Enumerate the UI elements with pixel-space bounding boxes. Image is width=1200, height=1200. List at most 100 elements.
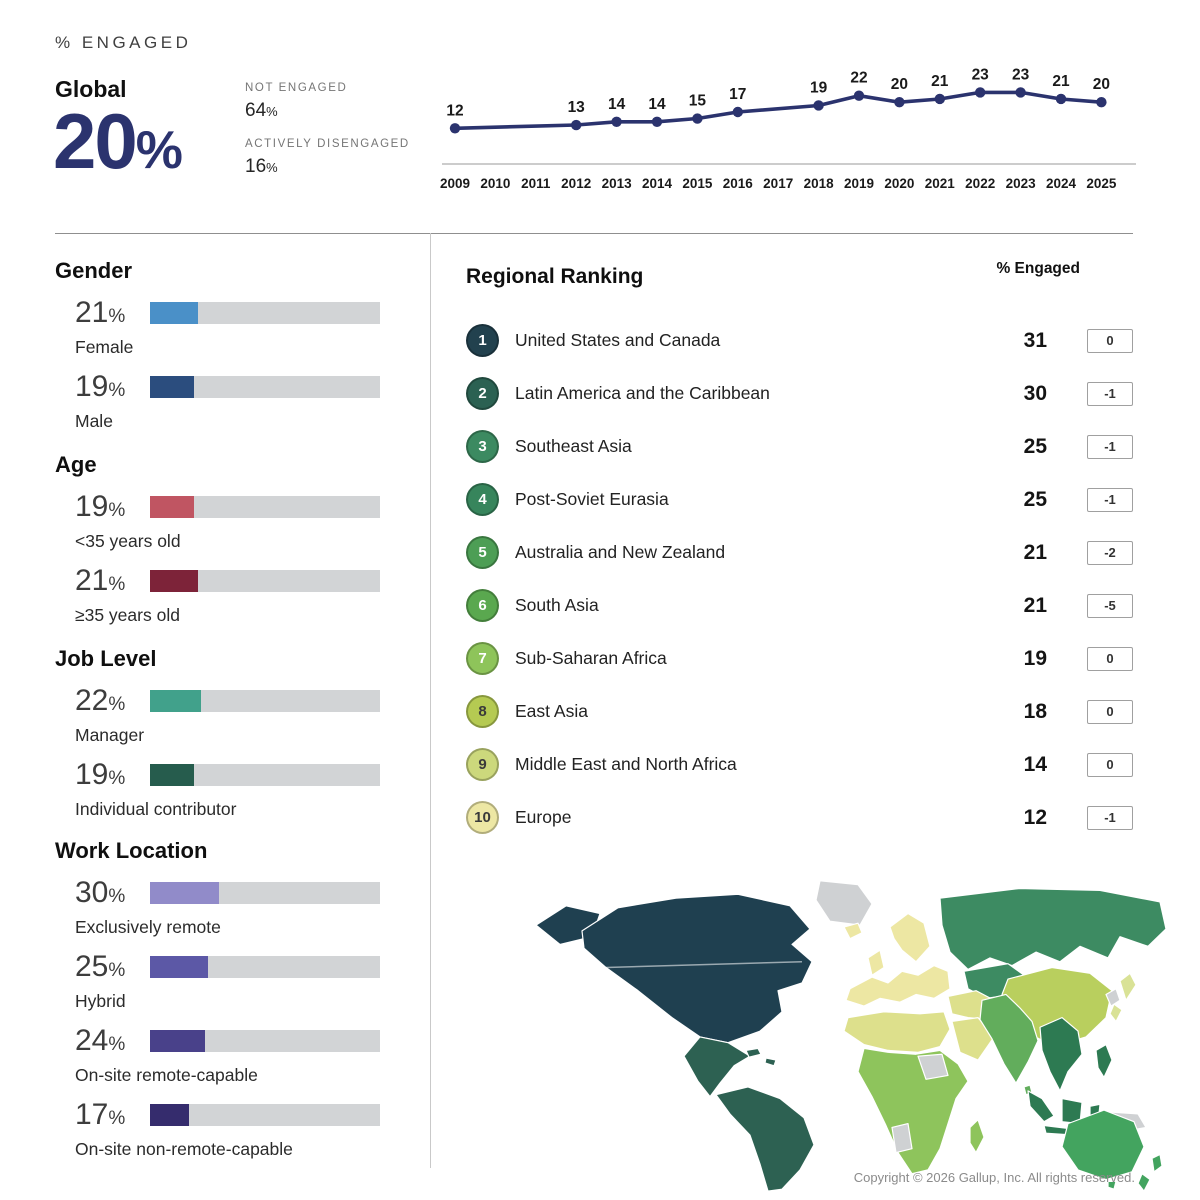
rank-number-badge: 7 <box>466 642 499 675</box>
bar-track <box>150 1030 380 1052</box>
rank-number-badge: 4 <box>466 483 499 516</box>
regional-ranking-title: Regional Ranking <box>466 265 644 288</box>
map-region-north-america <box>581 893 813 1044</box>
stat-number: 19 <box>75 490 109 523</box>
bar-fill <box>150 1104 190 1126</box>
rank-number-badge: 6 <box>466 589 499 622</box>
global-label: Global <box>55 76 127 102</box>
ranking-row: 5 Australia and New Zealand 21 -2 <box>466 526 1133 579</box>
bar-track <box>150 690 380 712</box>
ranking-row: 6 South Asia 21 -5 <box>466 579 1133 632</box>
year-tick-label: 2014 <box>642 176 673 191</box>
year-tick-label: 2022 <box>965 176 995 191</box>
section-heading: Job Level <box>55 646 157 671</box>
stat-number: 22 <box>75 684 109 717</box>
engaged-value: 12 <box>1023 805 1047 829</box>
year-tick-label: 2019 <box>844 176 874 191</box>
change-badge: -5 <box>1087 593 1133 618</box>
bar-track <box>150 496 380 518</box>
percent-sign: % <box>108 306 126 327</box>
stat-label: Manager <box>75 725 145 745</box>
map-region-madagascar <box>969 1119 985 1154</box>
stat-number: 19 <box>75 758 109 791</box>
percent-sign: % <box>108 574 126 595</box>
percent-sign: % <box>108 694 126 715</box>
engagement-trend-chart: 12 2009 2010 2011 13 2012 14 2013 14 2014 15 2015 17… <box>440 66 1136 191</box>
change-badge: -1 <box>1087 434 1133 459</box>
region-name: Southeast Asia <box>515 436 632 456</box>
data-point-label: 21 <box>931 73 949 90</box>
map-region-russia <box>939 887 1167 971</box>
change-badge: 0 <box>1087 328 1133 353</box>
data-point-label: 17 <box>729 86 746 103</box>
stat-number: 25 <box>75 950 109 983</box>
bar-track <box>150 956 380 978</box>
data-point-label: 23 <box>972 66 990 83</box>
region-name: East Asia <box>515 701 588 721</box>
demographic-section: Work Location 30% Exclusively remote 25%… <box>55 838 385 1172</box>
engaged-value: 30 <box>1023 381 1047 405</box>
stat-label: Male <box>75 411 113 431</box>
year-tick-label: 2015 <box>682 176 713 191</box>
copyright-notice: Copyright © 2026 Gallup, Inc. All rights… <box>853 1170 1135 1185</box>
section-rows: 19% <35 years old 21% ≥35 years old <box>55 490 385 626</box>
engaged-value: 25 <box>1023 434 1047 458</box>
demographic-row: 22% Manager <box>55 684 385 746</box>
year-tick-label: 2016 <box>723 176 754 191</box>
stat-number: 24 <box>75 1024 109 1057</box>
world-engagement-map <box>535 880 1167 1192</box>
region-name: Middle East and North Africa <box>515 754 737 774</box>
map-region-arabia <box>951 1017 995 1061</box>
percent-sign: % <box>108 380 126 401</box>
change-badge: -2 <box>1087 540 1133 565</box>
bar-fill <box>150 882 219 904</box>
year-tick-label: 2023 <box>1006 176 1037 191</box>
map-region-japan <box>1109 972 1137 1023</box>
engaged-value: 25 <box>1023 487 1047 511</box>
ranking-row: 4 Post-Soviet Eurasia 25 -1 <box>466 473 1133 526</box>
ranking-row: 10 Europe 12 -1 <box>466 791 1133 844</box>
page-title: % ENGAGED <box>55 33 192 52</box>
ranking-row: 2 Latin America and the Caribbean 30 -1 <box>466 367 1133 420</box>
map-region-south-america <box>715 1086 815 1192</box>
rank-number-badge: 1 <box>466 324 499 357</box>
demographic-row: 17% On-site non-remote-capable <box>55 1098 385 1160</box>
regional-ranking-list: 1 United States and Canada 31 0 2 Latin … <box>466 314 1133 844</box>
ranking-row: 3 Southeast Asia 25 -1 <box>466 420 1133 473</box>
not-engaged-label: NOT ENGAGED <box>245 82 348 94</box>
percent-sign: % <box>266 104 278 119</box>
bar-fill <box>150 302 199 324</box>
us-canada-border <box>605 961 803 969</box>
percent-sign: % <box>108 886 126 907</box>
map-region-north-africa <box>843 1011 951 1053</box>
stat-value: 19% <box>75 490 150 524</box>
demographic-row: 24% On-site remote-capable <box>55 1024 385 1086</box>
percent-sign: % <box>108 768 126 789</box>
engaged-column-header: % Engaged <box>996 260 1080 277</box>
data-point-label: 19 <box>810 79 828 96</box>
data-point-label: 12 <box>446 102 463 119</box>
data-point-label: 21 <box>1052 73 1070 90</box>
stat-number: 21 <box>75 296 109 329</box>
stat-number: 21 <box>75 564 109 597</box>
map-region-new-zealand <box>1137 1153 1163 1192</box>
map-region-sub-saharan-africa <box>857 1047 969 1175</box>
data-point-label: 14 <box>608 96 626 113</box>
map-region-uk <box>867 949 885 976</box>
global-engaged-value: 20% <box>53 102 183 180</box>
demographic-row: 21% Female <box>55 296 385 358</box>
year-tick-label: 2018 <box>804 176 835 191</box>
engaged-value: 31 <box>1023 328 1047 352</box>
map-region-south-asia <box>979 993 1039 1084</box>
year-tick-label: 2025 <box>1086 176 1117 191</box>
map-region-korea <box>1105 988 1121 1007</box>
change-badge: -1 <box>1087 487 1133 512</box>
data-point-label: 13 <box>568 99 586 116</box>
year-tick-label: 2010 <box>480 176 510 191</box>
percent-sign: % <box>108 960 126 981</box>
section-heading: Work Location <box>55 838 208 863</box>
map-region-europe-mainland <box>845 965 951 1007</box>
bar-track <box>150 764 380 786</box>
bar-track <box>150 882 380 904</box>
map-region-southwest-africa <box>891 1123 913 1154</box>
